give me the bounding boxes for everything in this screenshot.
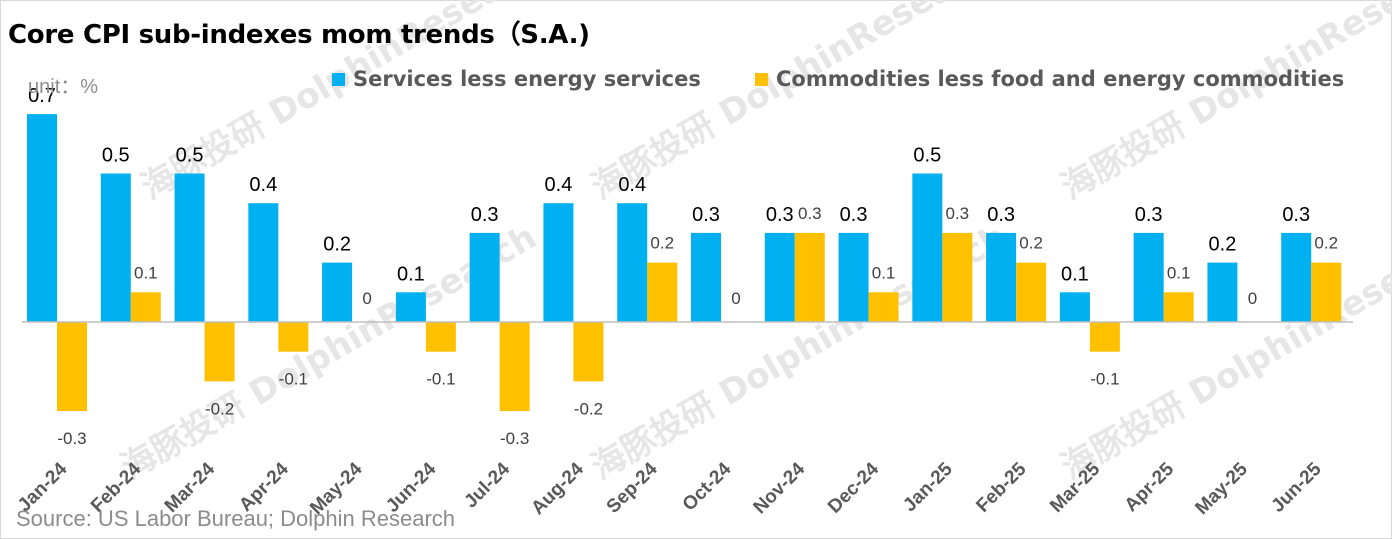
legend-item-commodities: Commodities less food and energy commodi… xyxy=(755,66,1344,92)
legend-label-services: Services less energy services xyxy=(353,67,701,91)
bar-commodities xyxy=(868,292,899,322)
value-label-commodities: 0 xyxy=(1248,289,1257,308)
value-label-services: 0.3 xyxy=(987,204,1015,226)
bar-services xyxy=(27,114,57,322)
bar-commodities xyxy=(57,322,87,412)
bar-commodities xyxy=(1089,322,1120,352)
bar-services xyxy=(469,232,500,322)
bar-commodities xyxy=(278,322,309,352)
x-tick-label: Aug-24 xyxy=(527,458,588,519)
value-label-commodities: -0.3 xyxy=(500,429,529,448)
value-label-services: 0.1 xyxy=(1061,263,1089,285)
watermark-text: 海豚投研 DolphinResearch xyxy=(585,0,1014,208)
value-label-commodities: -0.3 xyxy=(57,429,86,448)
bar-services xyxy=(764,232,795,322)
value-label-services: 0.3 xyxy=(692,204,720,226)
value-label-services: 0.3 xyxy=(766,204,794,226)
value-label-services: 0.5 xyxy=(176,145,204,167)
bar-commodities xyxy=(130,292,161,322)
value-label-services: 0.2 xyxy=(323,234,351,256)
value-label-services: 0.5 xyxy=(913,145,941,167)
value-label-commodities: 0.1 xyxy=(1167,263,1191,282)
value-label-commodities: -0.2 xyxy=(205,399,234,418)
value-label-commodities: -0.1 xyxy=(279,370,308,389)
chart-title: Core CPI sub-indexes mom trends（S.A.) xyxy=(8,20,590,50)
value-label-services: 0.3 xyxy=(1282,204,1310,226)
x-tick-label: Jan-25 xyxy=(899,458,957,516)
value-label-commodities: 0 xyxy=(731,289,740,308)
legend-swatch-commodities xyxy=(755,72,768,86)
bar-services xyxy=(174,173,205,322)
value-label-commodities: -0.1 xyxy=(1090,370,1119,389)
bar-commodities xyxy=(425,322,456,352)
legend-label-commodities: Commodities less food and energy commodi… xyxy=(776,67,1345,91)
value-label-commodities: 0.2 xyxy=(650,234,674,253)
unit-label: unit：% xyxy=(28,76,99,98)
bar-services xyxy=(838,232,869,322)
bar-commodities xyxy=(499,322,530,412)
value-label-commodities: 0.1 xyxy=(872,263,896,282)
x-tick-label: Oct-24 xyxy=(679,458,736,515)
bar-services xyxy=(912,173,943,322)
value-label-commodities: 0.2 xyxy=(1314,234,1338,253)
bar-services xyxy=(100,173,131,322)
x-tick-label: Feb-25 xyxy=(972,458,1030,516)
value-label-commodities: 0 xyxy=(362,289,371,308)
value-label-services: 0.7 xyxy=(28,85,56,107)
bar-services xyxy=(986,232,1017,322)
bar-services xyxy=(322,262,353,322)
value-label-services: 0.3 xyxy=(840,204,868,226)
watermark-text: 海豚投研 DolphinResearch xyxy=(1055,0,1392,208)
x-tick-label: Dec-24 xyxy=(824,458,883,517)
bar-services xyxy=(617,203,648,322)
value-label-services: 0.5 xyxy=(102,145,130,167)
value-label-commodities: 0.1 xyxy=(134,263,158,282)
value-label-services: 0.4 xyxy=(249,174,277,196)
bar-commodities xyxy=(794,232,825,322)
value-label-commodities: 0.3 xyxy=(798,204,822,223)
bar-services xyxy=(248,203,279,322)
bar-commodities xyxy=(1163,292,1194,322)
source-note: Source: US Labor Bureau; Dolphin Researc… xyxy=(16,506,456,531)
bar-services xyxy=(1059,292,1090,322)
bar-commodities xyxy=(942,232,973,322)
bar-commodities xyxy=(204,322,235,382)
bar-commodities xyxy=(647,262,678,322)
x-tick-label: May-25 xyxy=(1191,458,1252,519)
value-label-commodities: 0.2 xyxy=(1019,234,1043,253)
value-label-services: 0.3 xyxy=(1135,204,1163,226)
bar-services xyxy=(1133,232,1164,322)
legend-item-services: Services less energy services xyxy=(332,66,701,92)
bar-services xyxy=(543,203,574,322)
bar-services xyxy=(1207,262,1238,322)
x-tick-label: Jul-24 xyxy=(460,458,514,512)
value-labels-layer: 0.7 -0.3 0.5 0.1 0.5 -0.2 0.4 -0.1 0.2 0 0.1 -0.1 0.… xyxy=(28,85,1338,448)
x-tick-label: Jun-25 xyxy=(1267,458,1325,516)
watermark-text: 海豚投研 DolphinResearch xyxy=(1055,217,1392,488)
value-label-services: 0.4 xyxy=(545,174,573,196)
x-tick-label: Nov-24 xyxy=(750,458,810,518)
bar-services xyxy=(1281,232,1312,322)
legend-swatch-services xyxy=(332,72,345,86)
bar-commodities xyxy=(1311,262,1342,322)
x-tick-label: Apr-25 xyxy=(1121,458,1179,516)
bar-services xyxy=(691,232,721,322)
value-label-commodities: 0.3 xyxy=(946,204,970,223)
value-label-services: 0.4 xyxy=(618,174,646,196)
bar-commodities xyxy=(1016,262,1047,322)
value-label-commodities: -0.2 xyxy=(574,399,603,418)
bar-services xyxy=(395,292,426,322)
value-label-services: 0.1 xyxy=(397,263,425,285)
value-label-services: 0.2 xyxy=(1209,234,1237,256)
value-label-services: 0.3 xyxy=(471,204,499,226)
bar-commodities xyxy=(573,322,604,382)
value-label-commodities: -0.1 xyxy=(426,370,455,389)
bars-layer xyxy=(27,114,1342,412)
